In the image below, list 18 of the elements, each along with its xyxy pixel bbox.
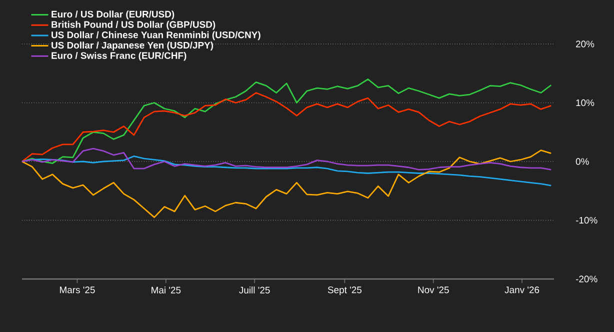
x-tick-label: Juill '25 bbox=[239, 286, 270, 294]
y-tick-label: 10% bbox=[576, 99, 594, 106]
y-tick-label: 20% bbox=[576, 40, 594, 48]
legend-label: British Pound / US Dollar (GBP/USD) bbox=[52, 20, 216, 30]
x-tick-label: Janv '26 bbox=[504, 286, 540, 294]
legend-label: US Dollar / Japanese Yen (USD/JPY) bbox=[52, 42, 214, 50]
x-tick-label: Mai '25 bbox=[152, 286, 181, 294]
y-tick-label: -20% bbox=[576, 276, 598, 282]
line-series bbox=[21, 92, 552, 162]
y-tick-label: 0% bbox=[576, 158, 589, 165]
line-series bbox=[21, 150, 552, 218]
legend-label: Euro / Swiss Franc (EUR/CHF) bbox=[52, 52, 186, 61]
legend-label: US Dollar / Chinese Yuan Renminbi (USD/CNY) bbox=[52, 31, 260, 40]
x-tick-label: Mars '25 bbox=[60, 286, 95, 294]
x-tick-label: Nov '25 bbox=[418, 286, 449, 294]
x-tick-label: Sept '25 bbox=[328, 286, 362, 296]
legend-label: Euro / US Dollar (EUR/USD) bbox=[52, 10, 174, 20]
y-tick-label: -10% bbox=[576, 216, 598, 224]
